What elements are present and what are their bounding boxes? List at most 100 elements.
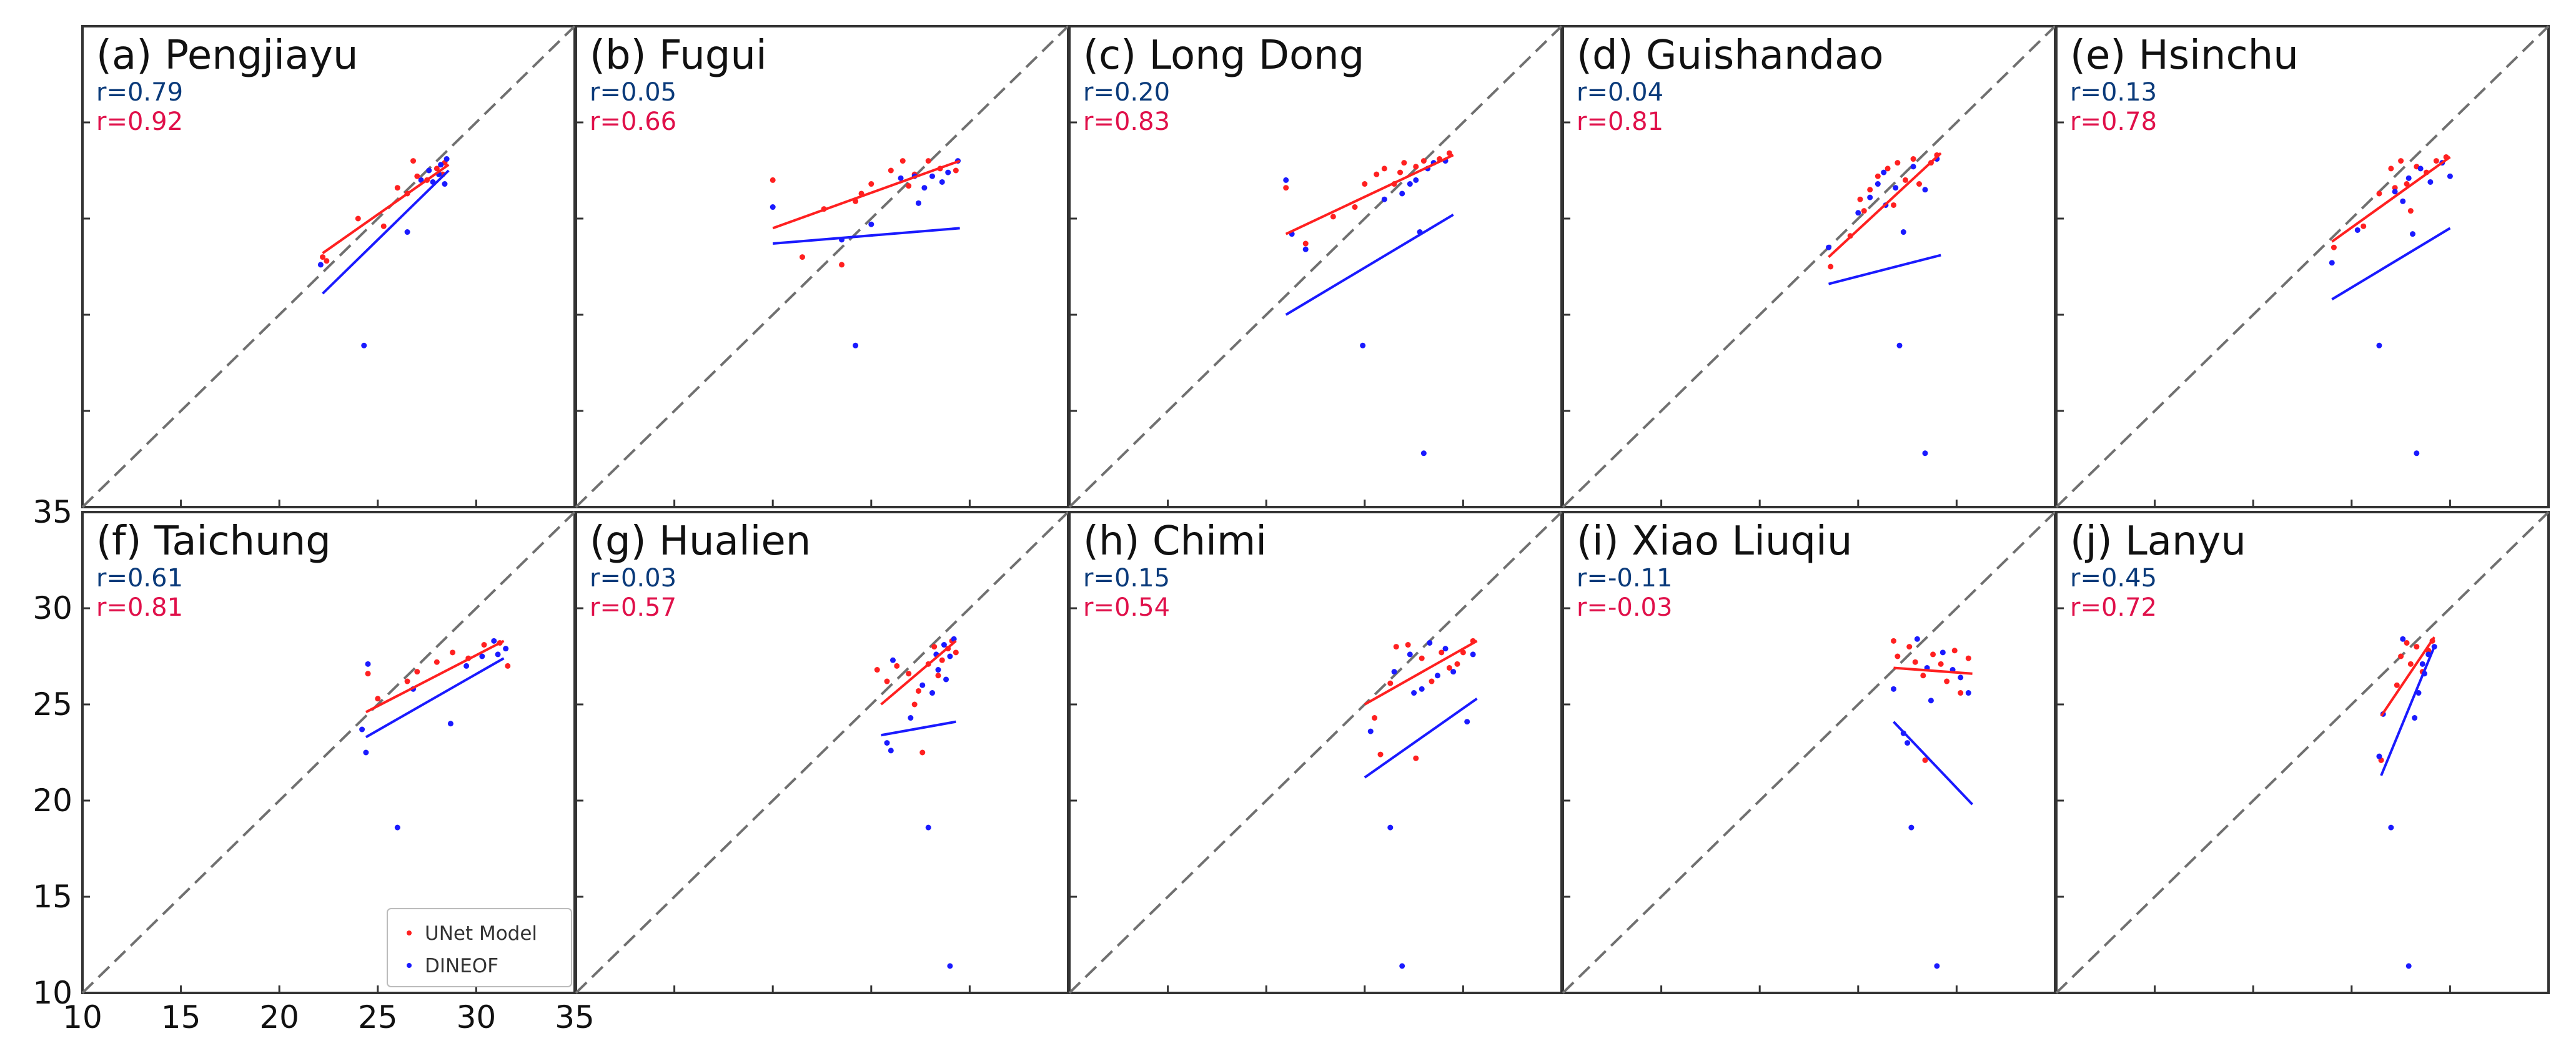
unet-point <box>939 657 945 663</box>
dineof-point <box>1881 169 1887 175</box>
dineof-point <box>898 175 904 181</box>
unet-point <box>2414 644 2420 650</box>
dineof-fit-line <box>773 227 960 245</box>
unet-point <box>320 254 326 260</box>
dineof-point <box>921 185 928 191</box>
unet-point <box>1916 181 1923 187</box>
unet-point <box>380 223 387 229</box>
dineof-point <box>770 204 776 210</box>
unet-point <box>1330 214 1336 220</box>
unet-fit-line <box>772 159 961 230</box>
unet-point <box>2433 158 2439 164</box>
dineof-point <box>1914 636 1920 642</box>
unet-point <box>1393 644 1399 650</box>
unet-correlation-label: r=0.66 <box>590 107 676 136</box>
unet-point <box>2388 165 2394 172</box>
dineof-point <box>929 690 936 696</box>
unet-correlation-label: r=0.83 <box>1083 107 1170 136</box>
dineof-point <box>2419 661 2425 667</box>
dineof-point <box>1420 450 1427 456</box>
dineof-point <box>1434 673 1440 679</box>
unet-point <box>935 673 941 679</box>
unet-point <box>1446 150 1452 156</box>
unet-point <box>953 649 959 656</box>
unet-point <box>1920 673 1926 679</box>
unet-fit-line <box>1285 154 1454 235</box>
unet-correlation-label: r=0.54 <box>1083 593 1170 622</box>
dineof-fit-line <box>365 657 505 739</box>
y-tick-label: 15 <box>32 879 72 915</box>
panel-title: (e) Hsinchu <box>2070 32 2299 79</box>
dineof-point <box>2329 260 2335 266</box>
axes-layer: 10 15 20 25 30 35 10 15 20 25 30 35 <box>32 494 594 1035</box>
dineof-point <box>361 342 367 348</box>
dineof-point <box>1442 646 1449 652</box>
dineof-point <box>447 721 453 727</box>
panel-frame <box>2055 25 2550 508</box>
unet-fit-line <box>1364 639 1478 706</box>
unet-point <box>884 678 890 684</box>
unet-point <box>505 663 511 669</box>
dineof-point <box>1419 686 1425 692</box>
unet-point <box>2398 653 2404 659</box>
dineof-point <box>1875 181 1881 187</box>
panel-title: (f) Taichung <box>96 518 331 565</box>
unet-point <box>1372 715 1378 721</box>
unet-point <box>433 659 440 665</box>
one-to-one-line <box>81 25 576 508</box>
one-to-one-line <box>575 511 1069 994</box>
dineof-point <box>443 156 450 162</box>
unet-point <box>1283 185 1289 191</box>
dineof-point <box>947 963 953 969</box>
dineof-correlation-label: r=0.15 <box>1083 564 1170 593</box>
unet-point <box>799 254 805 260</box>
unet-point <box>1828 264 1834 270</box>
unet-point <box>2407 208 2414 214</box>
panel-title: (c) Long Dong <box>1083 32 1364 79</box>
dineof-correlation-label: r=0.04 <box>1577 78 1663 107</box>
unet-point <box>770 177 776 183</box>
dineof-correlation-label: r=0.79 <box>96 78 183 107</box>
unet-point <box>1922 757 1928 763</box>
unet-correlation-label: r=0.81 <box>1577 107 1663 136</box>
panel-title: (i) Xiao Liuqiu <box>1577 518 1852 565</box>
dineof-point <box>1387 824 1394 831</box>
dineof-point <box>359 726 365 733</box>
panel-title: (j) Lanyu <box>2070 518 2246 565</box>
dineof-point <box>2354 227 2361 233</box>
unet-point <box>1362 181 1368 187</box>
dineof-point <box>418 177 424 183</box>
dineof-point <box>1893 185 1899 191</box>
dineof-point <box>479 653 485 659</box>
unet-correlation-label: r=0.72 <box>2070 593 2157 622</box>
unet-point <box>1965 655 1971 661</box>
unet-correlation-label: r=-0.03 <box>1577 593 1672 622</box>
unet-point <box>899 158 906 164</box>
dineof-point <box>1407 651 1413 658</box>
dineof-point <box>939 179 945 185</box>
one-to-one-line <box>81 511 576 994</box>
panel-frame <box>2055 511 2550 994</box>
unet-point <box>481 642 487 648</box>
unet-correlation-label: r=0.81 <box>96 593 183 622</box>
dineof-point <box>1908 824 1915 831</box>
dineof-point <box>2400 636 2406 642</box>
dineof-fit-line <box>1893 721 1974 806</box>
dineof-point <box>317 262 324 268</box>
x-tick-label: 35 <box>555 999 595 1035</box>
unet-point <box>874 667 880 673</box>
dineof-point <box>2427 179 2434 185</box>
unet-fit-line <box>880 639 957 706</box>
dineof-point <box>868 221 874 227</box>
unet-point <box>450 649 456 656</box>
unet-point <box>839 262 845 268</box>
dineof-point <box>1450 669 1457 675</box>
unet-point <box>2331 244 2337 250</box>
unet-point <box>1405 642 1411 648</box>
x-tick-label: 15 <box>161 999 201 1035</box>
unet-point <box>1938 661 1944 667</box>
